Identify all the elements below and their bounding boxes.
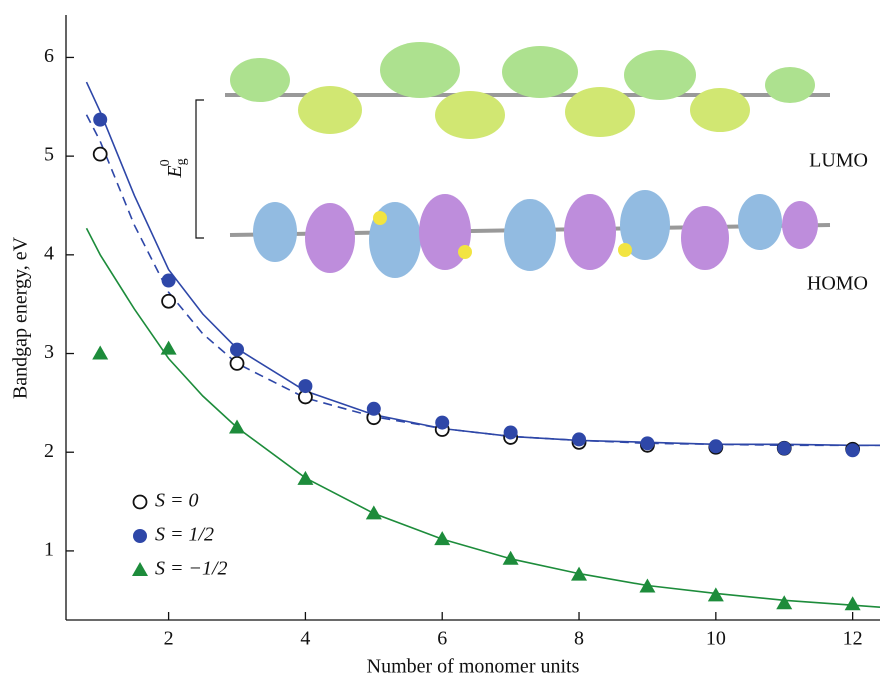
triangle-marker (571, 566, 588, 581)
y-tick-label: 6 (44, 45, 54, 67)
x-tick-label: 4 (300, 628, 310, 650)
y-tick-label: 1 (44, 539, 54, 561)
triangle-marker (365, 505, 382, 520)
circle-marker (503, 425, 518, 440)
legend-label: S = −1/2 (155, 558, 228, 580)
molecule-illustration (225, 42, 831, 278)
circle-marker (93, 112, 108, 127)
x-tick-label: 10 (706, 628, 726, 650)
triangle-marker (844, 596, 861, 611)
fit-curve (85, 227, 880, 608)
triangle-marker (434, 531, 451, 546)
triangle-marker (160, 340, 177, 355)
triangle-marker (776, 595, 793, 610)
triangle-marker (502, 550, 519, 565)
circle-marker (298, 379, 313, 394)
y-tick-label: 4 (44, 242, 54, 264)
circle-marker (708, 439, 723, 454)
circle-marker (230, 342, 245, 357)
circle-marker (640, 436, 655, 451)
x-tick-label: 12 (843, 628, 863, 650)
gap-sup: 0 (158, 159, 173, 166)
gap-sub: g (174, 158, 189, 165)
gap-bracket (195, 99, 204, 239)
gap-symbol: E (164, 165, 186, 178)
x-tick-label: 8 (574, 628, 584, 650)
circle-marker (845, 443, 860, 458)
open-circle-marker (161, 293, 177, 309)
y-tick-label: 2 (44, 440, 54, 462)
legend-label: S = 1/2 (155, 524, 214, 546)
x-axis-label: Number of monomer units (367, 656, 580, 678)
x-tick-label: 2 (164, 628, 174, 650)
fit-curve (85, 81, 880, 447)
homo-label: HOMO (807, 273, 868, 295)
triangle-marker (297, 470, 314, 485)
fit-curve (85, 114, 880, 447)
circle-marker (366, 401, 381, 416)
open-circle-marker (92, 146, 108, 162)
y-tick-label: 3 (44, 341, 54, 363)
lumo-label: LUMO (809, 150, 868, 172)
triangle-marker (229, 419, 246, 434)
legend-marker (132, 494, 148, 510)
triangle-marker (92, 345, 109, 360)
open-circle-marker (229, 355, 245, 371)
circle-marker (572, 432, 587, 447)
circle-marker (161, 273, 176, 288)
circle-marker (435, 415, 450, 430)
legend-marker (133, 529, 147, 543)
gap-label: Eg0 (158, 158, 189, 178)
circle-marker (777, 441, 792, 456)
triangle-marker (707, 587, 724, 602)
legend-label: S = 0 (155, 490, 199, 512)
y-axis-label: Bandgap energy, eV (10, 236, 32, 399)
triangle-marker (639, 578, 656, 593)
x-tick-label: 6 (437, 628, 447, 650)
y-tick-label: 5 (44, 144, 54, 166)
legend-marker (132, 562, 148, 576)
